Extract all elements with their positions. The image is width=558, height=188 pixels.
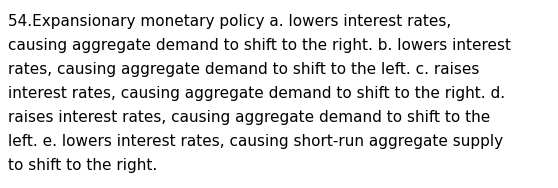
Text: 54.Expansionary monetary policy a. lowers interest rates,: 54.Expansionary monetary policy a. lower… — [8, 14, 451, 29]
Text: left. e. lowers interest rates, causing short-run aggregate supply: left. e. lowers interest rates, causing … — [8, 134, 503, 149]
Text: causing aggregate demand to shift to the right. b. lowers interest: causing aggregate demand to shift to the… — [8, 38, 511, 53]
Text: raises interest rates, causing aggregate demand to shift to the: raises interest rates, causing aggregate… — [8, 110, 490, 125]
Text: interest rates, causing aggregate demand to shift to the right. d.: interest rates, causing aggregate demand… — [8, 86, 505, 101]
Text: to shift to the right.: to shift to the right. — [8, 158, 157, 173]
Text: rates, causing aggregate demand to shift to the left. c. raises: rates, causing aggregate demand to shift… — [8, 62, 479, 77]
